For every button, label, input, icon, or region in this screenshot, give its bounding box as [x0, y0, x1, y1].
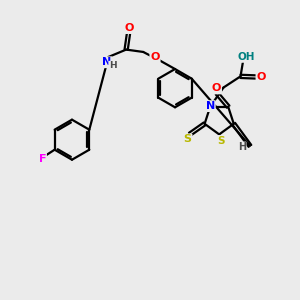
Text: O: O: [124, 23, 134, 33]
Text: O: O: [212, 83, 221, 93]
Text: N: N: [206, 101, 215, 111]
Text: F: F: [38, 154, 46, 164]
Text: S: S: [184, 134, 192, 144]
Text: S: S: [217, 136, 224, 146]
Text: O: O: [150, 52, 160, 62]
Text: O: O: [256, 72, 266, 82]
Text: OH: OH: [237, 52, 255, 62]
Text: H: H: [109, 61, 116, 70]
Text: N: N: [102, 57, 112, 67]
Text: H: H: [238, 142, 246, 152]
